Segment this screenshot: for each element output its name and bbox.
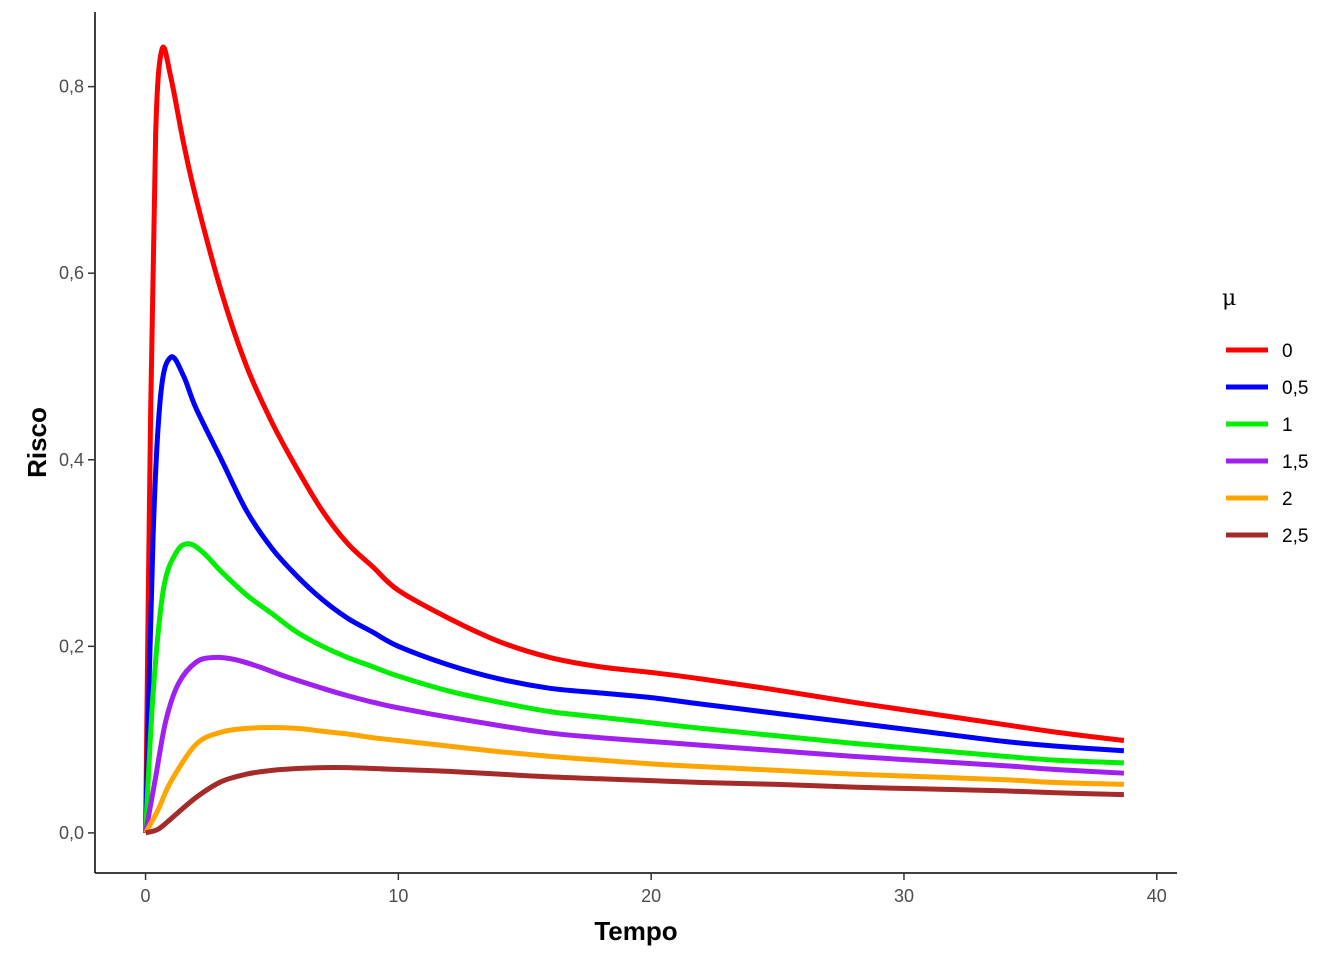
x-axis-ticks: 0 10 20 30 40 <box>141 873 1167 906</box>
legend-items: 0 0,5 1 1,5 2 2,5 <box>1226 341 1308 547</box>
series-line-3 <box>143 654 1125 834</box>
y-axis-ticks: 0,0 0,2 0,4 0,6 0,8 <box>59 77 95 843</box>
x-tick-label: 40 <box>1147 886 1167 906</box>
legend-label-0: 0 <box>1282 341 1293 362</box>
x-axis-title: Tempo <box>594 916 677 946</box>
legend-label-1: 0,5 <box>1282 378 1308 399</box>
series-line-2 <box>143 541 1125 834</box>
y-tick-label: 0,8 <box>59 77 84 97</box>
series-line-5 <box>144 764 1124 836</box>
legend-label-3: 1,5 <box>1282 452 1308 473</box>
legend-label-4: 2 <box>1282 489 1293 510</box>
legend-title: μ <box>1222 286 1236 311</box>
x-tick-label: 10 <box>388 886 408 906</box>
legend-label-5: 2,5 <box>1282 526 1308 547</box>
y-axis-title: Risco <box>22 407 52 478</box>
series-line-4 <box>143 724 1124 835</box>
y-tick-label: 0,2 <box>59 636 84 656</box>
legend: μ 0 0,5 1 1,5 2 2,5 <box>1222 286 1308 547</box>
series-layer <box>143 44 1125 836</box>
x-tick-label: 30 <box>894 886 914 906</box>
series-line-0 <box>143 44 1125 833</box>
y-tick-label: 0,0 <box>59 823 84 843</box>
series-line-1 <box>143 354 1125 833</box>
y-tick-label: 0,4 <box>59 450 84 470</box>
x-tick-label: 0 <box>141 886 151 906</box>
y-tick-label: 0,6 <box>59 263 84 283</box>
x-tick-label: 20 <box>641 886 661 906</box>
legend-label-2: 1 <box>1282 415 1293 436</box>
